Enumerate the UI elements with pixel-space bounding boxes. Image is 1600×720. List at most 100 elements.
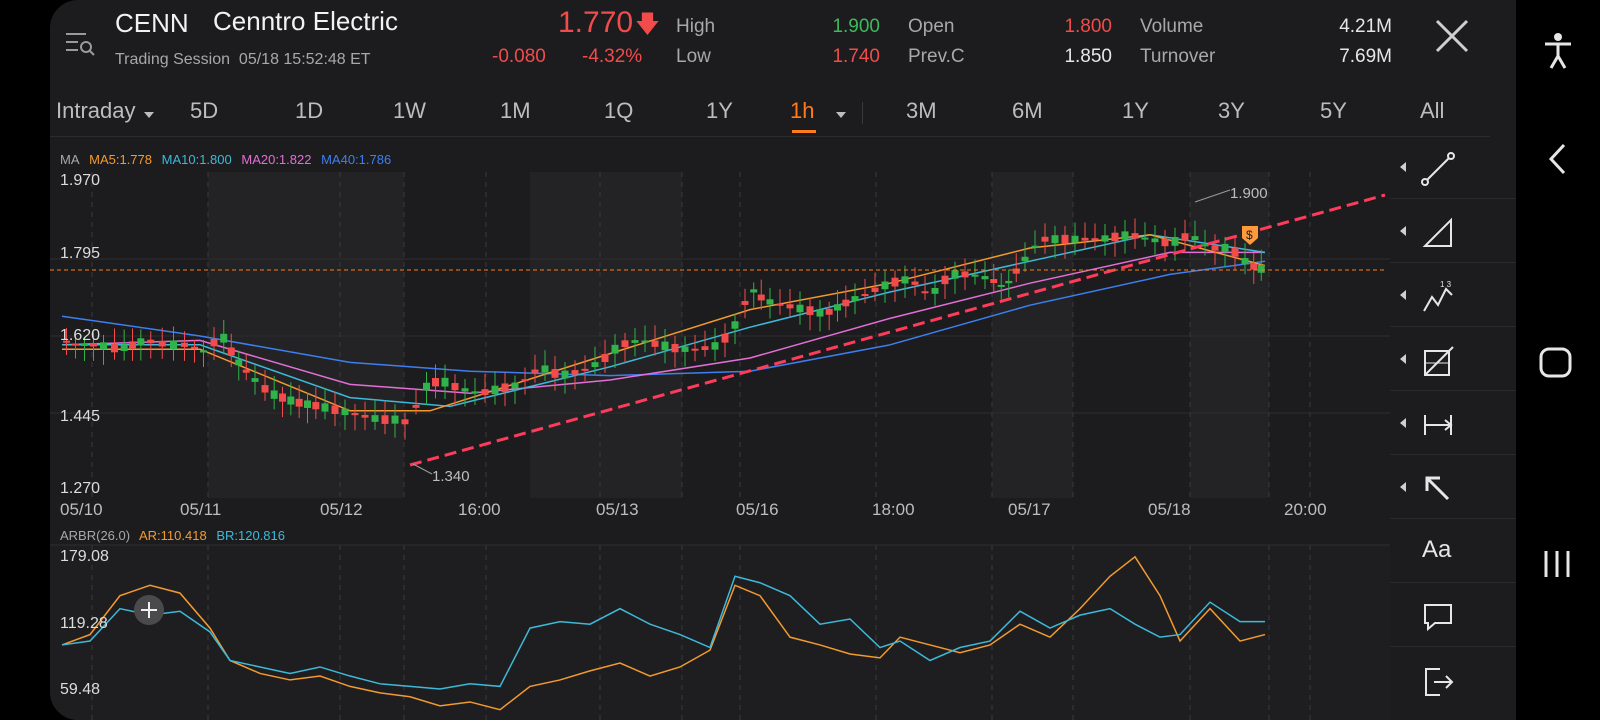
candle-body	[551, 369, 559, 378]
interval-dropdown-icon[interactable]	[836, 112, 846, 118]
measure-tool-icon	[1424, 415, 1453, 435]
alert-marker[interactable]: $	[1242, 226, 1258, 245]
candle-body	[158, 340, 166, 347]
caret-left-icon	[1400, 418, 1406, 428]
tab-5d[interactable]: 5D	[190, 98, 219, 123]
tab-6m[interactable]: 6M	[1012, 98, 1043, 123]
tab-3m[interactable]: 3M	[906, 98, 937, 123]
tab-all[interactable]: All	[1420, 98, 1445, 123]
candle-body	[581, 368, 589, 371]
home-icon[interactable]	[1538, 346, 1574, 380]
candle-body	[191, 346, 198, 349]
tab-1d[interactable]: 1D	[295, 98, 324, 123]
candle-body	[1051, 235, 1059, 244]
stat-label-volume: Volume	[1140, 16, 1204, 37]
candle-body	[641, 340, 649, 343]
quote-header: CENN Cenntro Electric Trading Session 05…	[50, 0, 1516, 90]
arbr-legend[interactable]: ARBR(26.0) AR:110.418 BR:120.816	[60, 528, 291, 543]
triangle-tool-icon	[1422, 217, 1452, 247]
candle-body	[1031, 245, 1039, 248]
tab-1y-intraday[interactable]: 1Y	[706, 98, 733, 123]
tab-intraday[interactable]: Intraday	[56, 98, 136, 123]
ma-line	[62, 234, 1266, 408]
exit-tool[interactable]	[1390, 650, 1516, 710]
search-menu-icon[interactable]	[64, 26, 98, 60]
tab-1w[interactable]: 1W	[393, 98, 426, 123]
svg-text:1 3: 1 3	[1440, 280, 1452, 289]
candle-body	[816, 309, 824, 317]
tab-1y[interactable]: 1Y	[1122, 98, 1149, 123]
y-axis-label: 1.270	[60, 480, 101, 497]
candle-body	[721, 333, 729, 343]
candle-body	[951, 270, 959, 279]
candle-body	[1191, 236, 1199, 241]
stat-label-prevclose: Prev.C	[908, 46, 965, 67]
price-change-percent: -4.32%	[582, 46, 643, 67]
tab-5y[interactable]: 5Y	[1320, 98, 1347, 123]
stat-value-high: 1.900	[832, 16, 880, 37]
text-tool[interactable]: Aa	[1390, 522, 1516, 583]
chart-area[interactable]: 1.900 1.340 $ 1.970 1.795 1.620 1.445 1.…	[50, 138, 1390, 720]
line-tool[interactable]	[1390, 138, 1516, 199]
exit-icon	[1425, 668, 1454, 696]
x-axis-label: 05/17	[1008, 500, 1051, 519]
trading-session: Trading Session 05/18 15:52:48 ET	[115, 51, 371, 69]
period-tabs: Intraday 5D 1D 1W 1M 1Q 1Y 1h 3M 6M 1Y 3…	[50, 92, 1490, 137]
candle-body	[1141, 237, 1149, 240]
candle-body	[851, 296, 859, 302]
candle-body	[261, 385, 269, 393]
ma-legend[interactable]: MA MA5:1.778 MA10:1.800 MA20:1.822 MA40:…	[60, 152, 397, 167]
comment-tool[interactable]	[1390, 586, 1516, 647]
crosshair-button[interactable]	[134, 595, 164, 625]
recents-icon[interactable]	[1542, 548, 1574, 580]
candle-body	[1012, 268, 1020, 274]
trend-line[interactable]	[409, 193, 1386, 467]
candle-body	[1221, 243, 1229, 253]
back-icon[interactable]	[1546, 142, 1568, 176]
candle-body	[1201, 244, 1209, 247]
fib-tool[interactable]	[1390, 330, 1516, 391]
candle-body	[471, 391, 479, 394]
ma-line	[61, 260, 1266, 377]
candle-body	[451, 383, 459, 391]
candle-body	[242, 369, 250, 373]
stat-label-open: Open	[908, 16, 955, 37]
arrow-tool[interactable]	[1390, 458, 1516, 519]
intraday-dropdown-icon[interactable]	[144, 112, 154, 118]
candle-body	[1211, 245, 1219, 251]
price-change: -0.080	[492, 46, 546, 67]
candle-body	[200, 350, 207, 353]
tab-1q[interactable]: 1Q	[604, 98, 634, 123]
drawing-toolbar: 1 3 Aa	[1390, 138, 1516, 720]
session-label: Trading Session	[115, 51, 231, 68]
candle-body	[961, 271, 969, 278]
candle-body	[361, 414, 369, 418]
candle-body	[757, 294, 765, 301]
candle-body	[120, 344, 128, 351]
down-arrow-icon: 🡇	[635, 11, 660, 38]
price-chart-svg[interactable]: 1.900 1.340 $	[50, 138, 1390, 720]
stat-value-prevclose: 1.850	[1064, 46, 1112, 67]
measure-tool[interactable]	[1390, 394, 1516, 455]
candle-body	[871, 287, 879, 292]
candle-body	[341, 408, 349, 416]
wave-tool[interactable]: 1 3	[1390, 266, 1516, 327]
candle-body	[81, 343, 88, 346]
last-price: 1.770🡇	[558, 6, 660, 48]
candle-body	[481, 389, 489, 396]
company-name: Cenntro Electric	[213, 6, 398, 36]
candle-body	[1071, 235, 1079, 243]
candle-body	[461, 388, 469, 392]
tab-3y[interactable]: 3Y	[1218, 98, 1245, 123]
br-value: BR:120.816	[216, 528, 285, 543]
close-icon[interactable]	[1434, 18, 1470, 54]
candle-body	[90, 343, 97, 347]
arbr-title: ARBR(26.0)	[60, 528, 131, 543]
triangle-tool[interactable]	[1390, 202, 1516, 263]
candle-body	[531, 369, 539, 373]
candle-body	[137, 338, 145, 346]
tab-1m[interactable]: 1M	[500, 98, 531, 123]
accessibility-icon[interactable]	[1542, 32, 1574, 72]
tab-1h[interactable]: 1h	[790, 98, 815, 123]
candle-body	[731, 321, 739, 329]
